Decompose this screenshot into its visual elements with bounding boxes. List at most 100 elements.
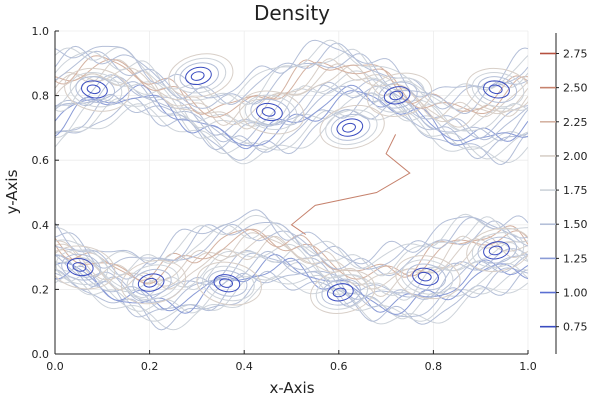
axes: 0.0 0.2 0.4 0.6 0.8 1.0 0.0 0.2 0.4 0.6 0.8 1.0	[32, 25, 537, 373]
plot-area	[54, 30, 529, 355]
colorbar: 0.75 1.00 1.25 1.50 1.75 2.00 2.25 2.50 2.75	[540, 33, 588, 354]
vortex-ring	[219, 278, 234, 288]
vortex-ring	[321, 278, 361, 306]
vortex-ring	[400, 259, 454, 295]
x-tick-label-5: 1.0	[519, 360, 537, 373]
y-tick-label-0: 0.0	[32, 348, 50, 361]
colorbar-tick-label-2: 1.25	[563, 252, 588, 265]
vortex-ring	[250, 98, 291, 126]
x-tick-label-1: 0.2	[141, 360, 159, 373]
contour-line	[55, 63, 528, 126]
vortex-ring	[378, 81, 418, 109]
vortex-0	[64, 67, 130, 112]
vortex-ring	[256, 102, 283, 122]
vortex-ring	[185, 66, 212, 86]
vortex-ring	[69, 72, 123, 108]
vortex-ring	[55, 245, 116, 290]
vortex-ring	[332, 287, 347, 298]
shear-layer-lower-layer	[55, 209, 528, 331]
contour-line	[55, 213, 528, 269]
vortex-ring	[372, 77, 425, 113]
vortex-ring	[202, 265, 255, 302]
contour-line	[55, 58, 528, 118]
vortex-ring	[143, 277, 158, 288]
contour-line	[55, 50, 528, 115]
vortex-ring	[315, 274, 369, 310]
y-tick-label-5: 1.0	[32, 25, 50, 38]
contour-line	[55, 92, 528, 150]
x-tick-label-0: 0.0	[46, 360, 64, 373]
vortex-ring	[412, 267, 439, 286]
vortex-ring	[471, 72, 525, 108]
vortex-ring	[319, 104, 385, 150]
vortex-ring	[310, 269, 376, 314]
vortex-ring	[239, 90, 305, 135]
contour-line	[55, 269, 528, 322]
vortex-ring	[483, 241, 510, 260]
vortex-ring	[466, 227, 528, 272]
y-tick-label-4: 0.8	[32, 90, 50, 103]
vortex-5	[366, 72, 433, 117]
vortex-2	[239, 90, 305, 135]
colorbar-tick-label-3: 1.50	[563, 218, 588, 231]
vortex-ring	[173, 57, 227, 94]
contour-line	[55, 70, 528, 132]
vortex-ring	[75, 76, 116, 103]
y-axis-label: y-Axis	[3, 169, 21, 214]
vortex-ring	[64, 67, 130, 112]
colorbar-tick-label-8: 2.75	[563, 47, 588, 60]
contour-line	[55, 42, 528, 110]
contour-line	[55, 55, 528, 115]
vortex-ring	[395, 255, 461, 300]
colorbar-tick-label-0: 0.75	[563, 321, 588, 334]
vortex-ring	[336, 118, 364, 137]
contour-line	[55, 90, 528, 147]
vortex-ring	[168, 53, 234, 98]
contour-line	[55, 275, 528, 331]
vortex-ring	[244, 94, 298, 130]
contour-line	[55, 269, 528, 331]
vortex-ring	[325, 109, 378, 146]
vortex-ring	[86, 84, 101, 95]
vortex-ring	[466, 67, 528, 112]
vortex-ring	[66, 257, 94, 277]
vortex-ring	[330, 113, 371, 141]
x-tick-label-4: 0.8	[425, 360, 443, 373]
vortex-ring	[72, 262, 87, 272]
colorbar-tick-label-7: 2.50	[563, 82, 588, 95]
vortex-ring	[383, 86, 411, 105]
contour-line	[55, 84, 528, 150]
vortex-ring	[261, 107, 276, 117]
vortex-ring	[61, 253, 101, 281]
colorbar-tick-label-4: 1.75	[563, 184, 588, 197]
vortex-ring	[55, 249, 109, 285]
vortex-ring	[120, 259, 187, 305]
vortex-ring	[417, 271, 432, 282]
contour-line	[55, 92, 528, 160]
vortex-ring	[488, 84, 503, 95]
vortex-ring	[179, 62, 220, 90]
y-tick-label-1: 0.2	[32, 283, 50, 296]
colorbar-tick-label-6: 2.25	[563, 116, 588, 129]
contour-line	[55, 250, 528, 311]
vortex-7	[120, 259, 187, 305]
vortex-3	[319, 104, 385, 150]
vortex-ring	[327, 283, 354, 302]
vortex-8	[196, 261, 262, 306]
vortex-ring	[342, 122, 356, 133]
colorbar-tick-label-5: 2.00	[563, 150, 588, 163]
contour-line	[55, 257, 528, 315]
vortex-ring	[366, 72, 433, 117]
vortex-ring	[471, 232, 525, 268]
vortex-ring	[477, 76, 518, 103]
x-tick-label-2: 0.4	[235, 360, 253, 373]
colorbar-tick-label-1: 1.00	[563, 287, 588, 300]
vortex-ring	[137, 273, 165, 292]
vortex-6	[55, 245, 116, 290]
vortex-ring	[132, 268, 172, 296]
vortex-ring	[190, 71, 205, 81]
contour-line	[55, 74, 528, 139]
vortex-ring	[389, 90, 404, 101]
vortex-ring	[196, 261, 262, 306]
